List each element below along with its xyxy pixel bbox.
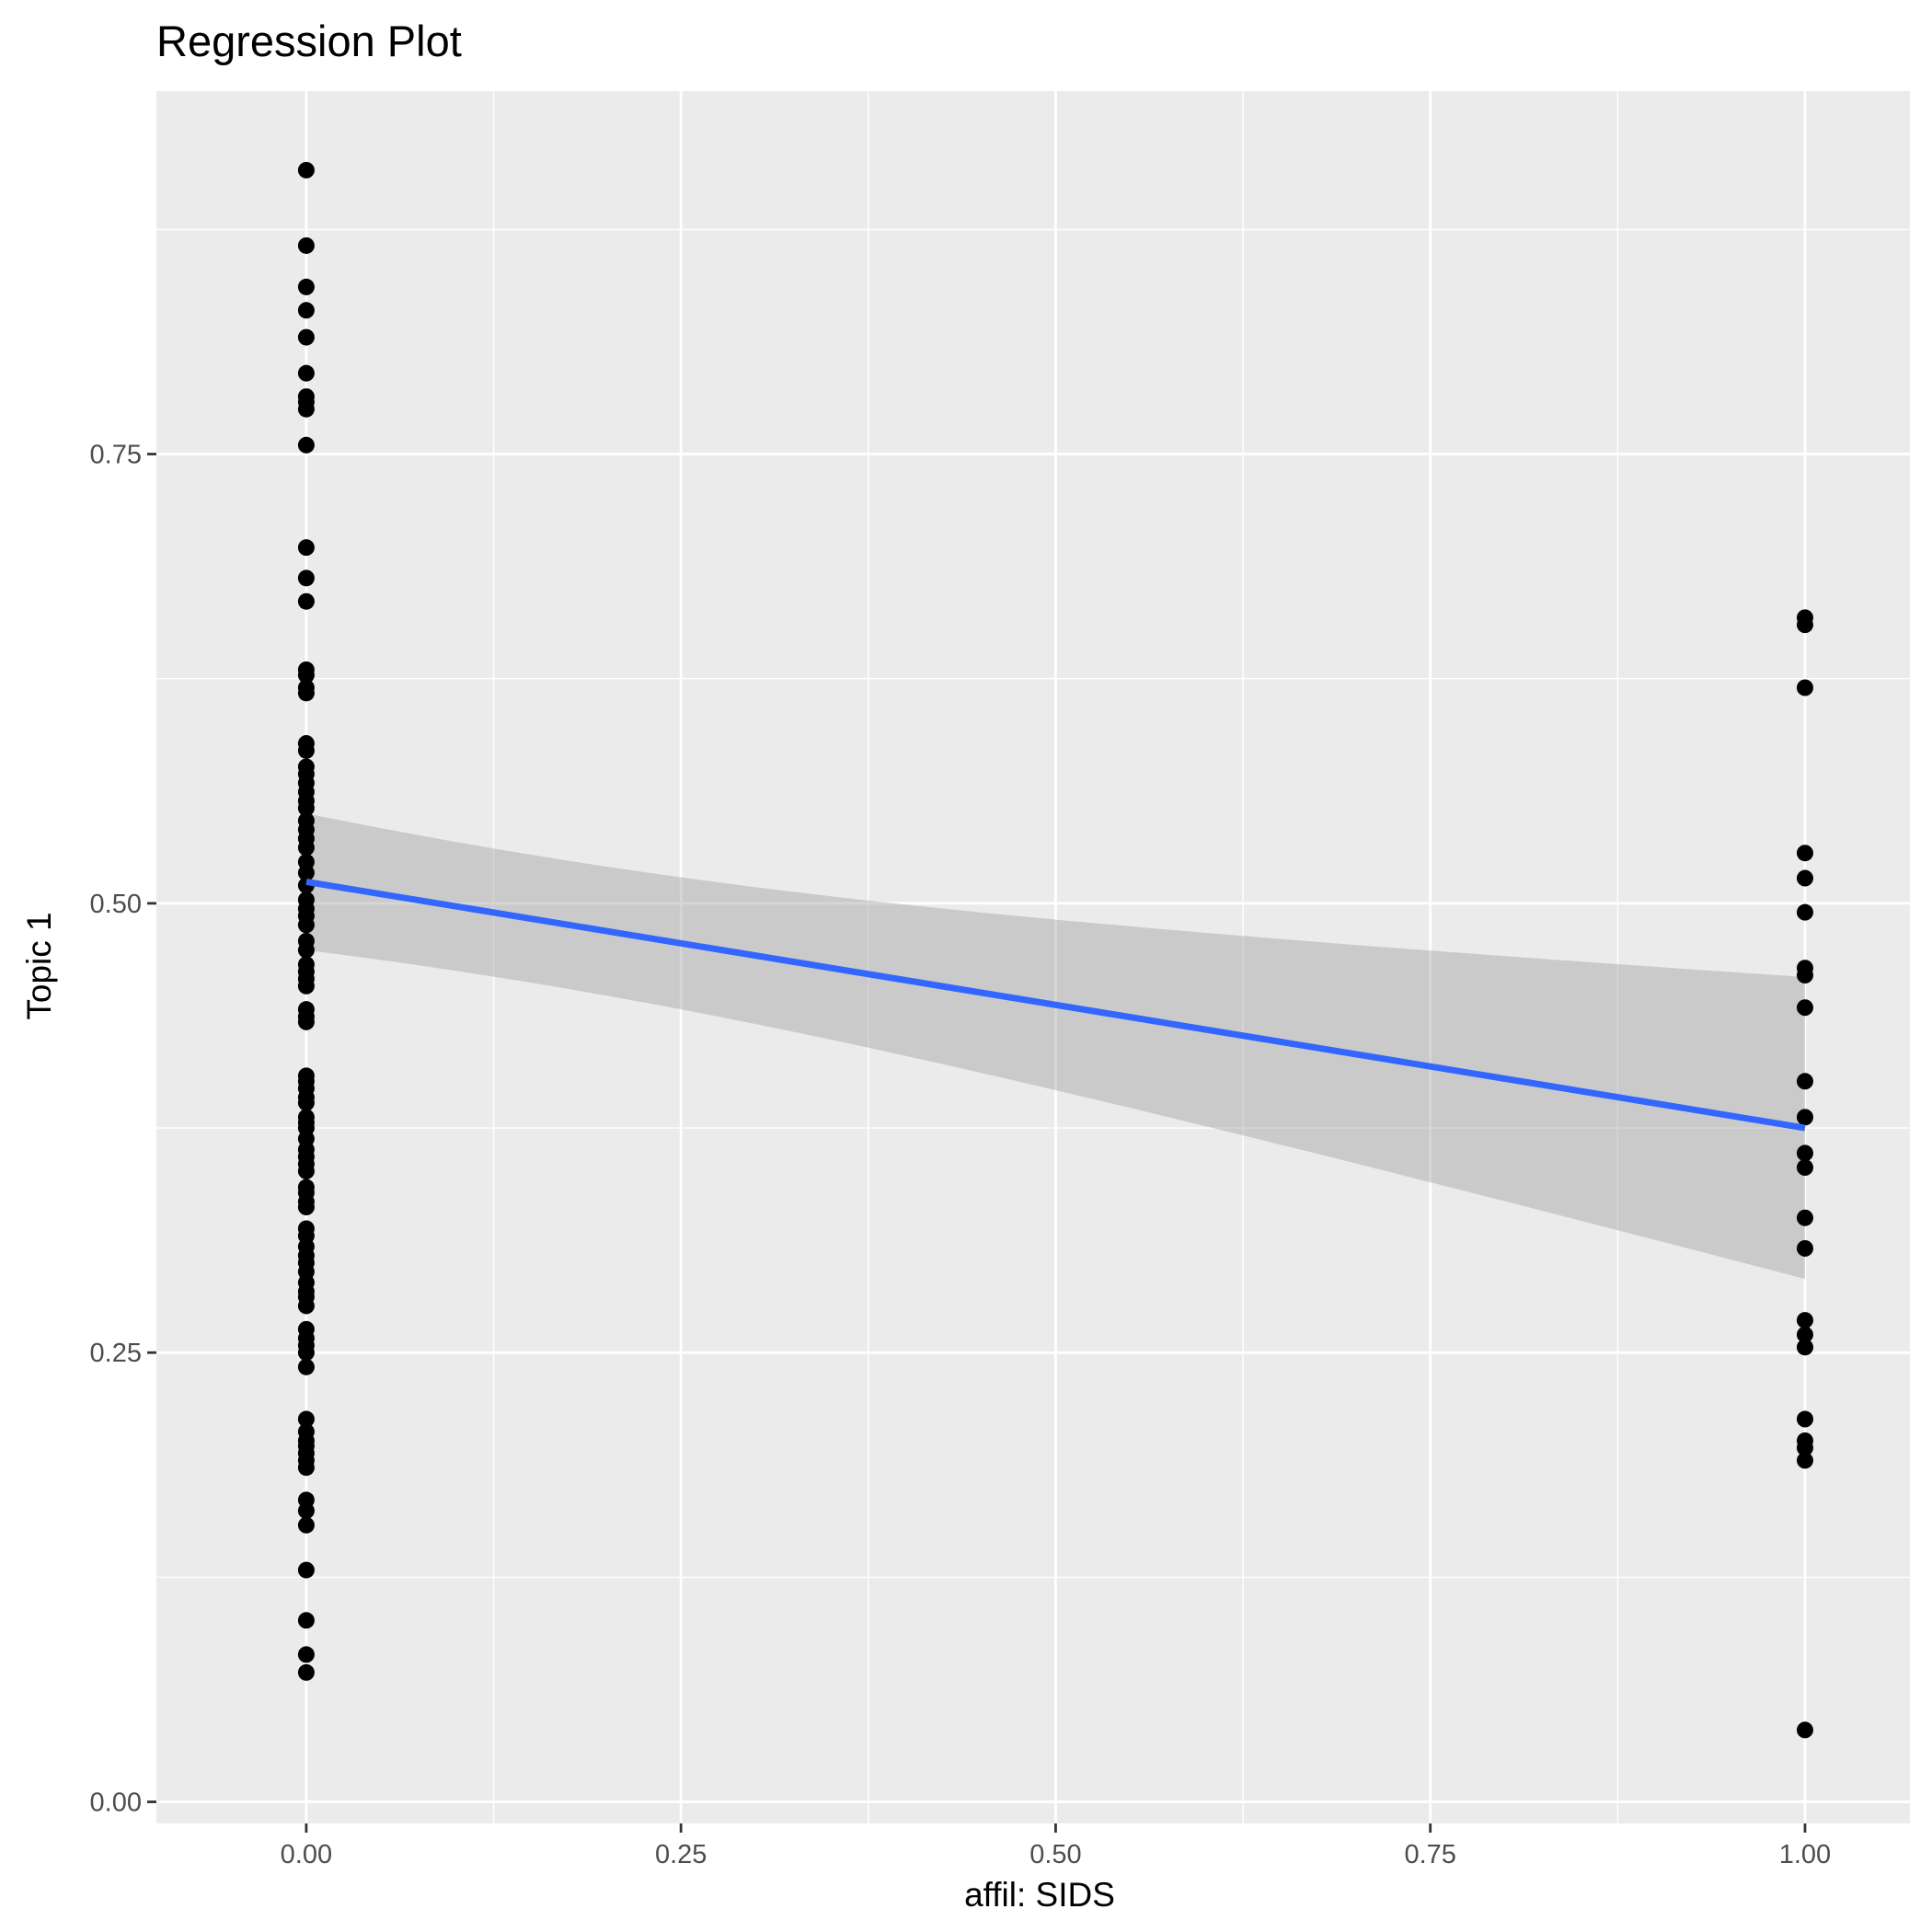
y-tick-label: 0.50 xyxy=(90,890,142,919)
data-point xyxy=(297,1516,315,1534)
data-point xyxy=(297,1561,315,1579)
data-point xyxy=(297,1297,315,1315)
data-point xyxy=(297,1162,315,1179)
data-point xyxy=(1796,1144,1813,1162)
y-tick-label: 0.75 xyxy=(90,441,142,470)
data-point xyxy=(297,864,315,881)
chart-title: Regression Plot xyxy=(156,17,462,65)
x-tick-label: 0.50 xyxy=(1029,1840,1081,1869)
data-point xyxy=(297,742,315,759)
data-point xyxy=(297,1612,315,1629)
data-point xyxy=(297,1094,315,1111)
data-point xyxy=(1796,1452,1813,1469)
data-point xyxy=(297,161,315,178)
data-point xyxy=(297,1502,315,1520)
axes: 0.00 0.25 0.50 0.75 1.00 0.00 0.25 0.50 0.75 xyxy=(90,441,1832,1869)
data-point xyxy=(1796,1339,1813,1356)
x-tick-label: 0.00 xyxy=(281,1840,332,1869)
regression-line-layer xyxy=(305,879,1806,1132)
data-point xyxy=(297,684,315,702)
data-point xyxy=(1796,1109,1813,1126)
data-point xyxy=(1796,1239,1813,1257)
data-point xyxy=(1796,679,1813,696)
x-tick-label: 0.25 xyxy=(655,1840,707,1869)
data-point xyxy=(297,839,315,857)
data-point xyxy=(297,977,315,995)
data-point xyxy=(297,1459,315,1477)
scatter-points xyxy=(297,161,1813,1739)
data-point xyxy=(297,569,315,587)
data-point xyxy=(297,1358,315,1375)
data-point xyxy=(1796,869,1813,887)
data-point xyxy=(1796,845,1813,862)
data-point xyxy=(297,236,315,254)
y-tick-label: 0.25 xyxy=(90,1339,142,1368)
data-point xyxy=(1796,1410,1813,1428)
data-point xyxy=(1796,1073,1813,1090)
x-tick-label: 0.75 xyxy=(1404,1840,1455,1869)
data-point xyxy=(1796,1312,1813,1329)
data-point xyxy=(1796,1439,1813,1456)
data-point xyxy=(297,278,315,295)
y-tick-label: 0.00 xyxy=(90,1788,142,1818)
confidence-band xyxy=(305,813,1805,1280)
data-point xyxy=(297,400,315,418)
data-point xyxy=(1796,967,1813,984)
data-point xyxy=(297,328,315,346)
data-point xyxy=(297,1663,315,1681)
confidence-band-layer xyxy=(305,813,1805,1280)
data-point xyxy=(1796,999,1813,1017)
data-point xyxy=(297,1199,315,1216)
data-point xyxy=(1796,1209,1813,1226)
data-point xyxy=(297,539,315,557)
data-point xyxy=(1796,1326,1813,1343)
data-point xyxy=(1796,1721,1813,1739)
data-point xyxy=(1796,616,1813,634)
data-point xyxy=(297,666,315,684)
data-point xyxy=(297,916,315,934)
x-tick-label: 1.00 xyxy=(1779,1840,1831,1869)
regression-line xyxy=(305,879,1806,1132)
data-point xyxy=(297,1013,315,1030)
data-point xyxy=(297,302,315,319)
data-point xyxy=(297,941,315,959)
data-point xyxy=(297,364,315,382)
data-point xyxy=(297,1410,315,1428)
y-axis-title: Topic 1 xyxy=(20,912,58,1019)
data-point xyxy=(1796,903,1813,921)
data-point xyxy=(297,592,315,610)
data-point xyxy=(1796,1159,1813,1177)
data-point xyxy=(297,799,315,817)
data-point xyxy=(297,1344,315,1362)
data-point xyxy=(297,436,315,454)
x-axis-title: affil: SIDS xyxy=(964,1876,1115,1914)
data-point xyxy=(297,1646,315,1663)
